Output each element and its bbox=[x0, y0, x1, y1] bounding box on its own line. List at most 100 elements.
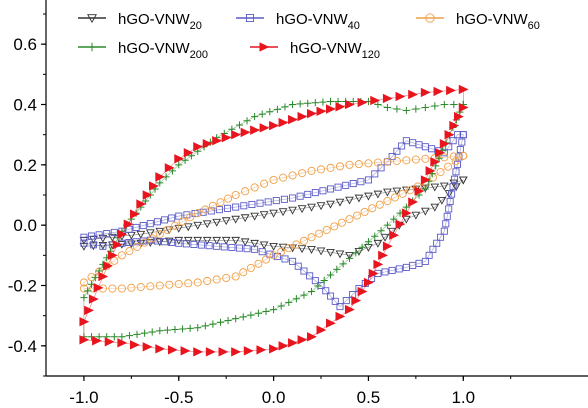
data-point bbox=[389, 230, 400, 240]
data-point bbox=[183, 223, 193, 232]
data-point bbox=[421, 257, 429, 265]
data-point bbox=[288, 114, 298, 125]
data-point bbox=[235, 121, 244, 129]
data-point bbox=[269, 344, 279, 354]
data-point bbox=[326, 200, 335, 209]
data-point bbox=[300, 291, 308, 299]
data-point bbox=[193, 236, 203, 245]
data-point bbox=[278, 117, 289, 128]
data-point bbox=[125, 239, 133, 247]
data-point bbox=[186, 324, 194, 332]
data-point bbox=[278, 341, 289, 351]
data-point bbox=[307, 108, 317, 119]
data-point bbox=[136, 199, 147, 209]
data-point bbox=[212, 218, 222, 227]
data-point bbox=[193, 142, 204, 152]
data-point bbox=[381, 268, 389, 276]
data-point bbox=[420, 207, 430, 216]
data-point bbox=[269, 251, 278, 260]
data-point bbox=[316, 106, 327, 116]
data-point bbox=[374, 100, 382, 109]
data-point bbox=[375, 200, 384, 209]
data-point bbox=[269, 209, 278, 218]
data-point bbox=[311, 189, 319, 197]
data-point bbox=[296, 100, 304, 108]
data-point bbox=[92, 336, 102, 346]
data-point bbox=[345, 254, 354, 262]
data-point bbox=[449, 152, 458, 161]
data-point bbox=[270, 306, 278, 314]
data-point bbox=[175, 161, 183, 169]
data-point bbox=[209, 320, 217, 328]
data-point bbox=[231, 190, 240, 200]
data-point bbox=[425, 166, 436, 176]
data-point bbox=[163, 225, 172, 235]
data-point bbox=[289, 194, 297, 202]
data-point bbox=[269, 175, 278, 184]
data-point bbox=[269, 120, 279, 131]
data-point bbox=[264, 198, 272, 206]
data-point bbox=[110, 333, 118, 341]
data-point bbox=[335, 311, 346, 322]
data-point bbox=[165, 280, 174, 289]
data-point bbox=[155, 344, 166, 354]
data-point bbox=[155, 281, 164, 290]
data-point bbox=[256, 199, 264, 207]
data-point bbox=[439, 182, 449, 191]
data-point bbox=[168, 214, 176, 222]
data-point bbox=[221, 133, 232, 143]
data-point bbox=[202, 220, 212, 229]
data-point bbox=[281, 255, 289, 263]
data-point bbox=[161, 238, 169, 246]
data-point bbox=[430, 203, 440, 212]
data-point bbox=[231, 129, 241, 140]
data-point bbox=[433, 239, 441, 247]
data-point bbox=[89, 241, 97, 249]
series-hgo-vnw-20 bbox=[79, 176, 468, 260]
data-point bbox=[99, 242, 107, 250]
y-tick-label: 0.2 bbox=[13, 156, 37, 175]
data-point bbox=[294, 262, 302, 270]
data-point bbox=[221, 217, 231, 226]
data-point bbox=[277, 302, 285, 310]
data-point bbox=[307, 203, 316, 212]
x-tick-label: -1.0 bbox=[69, 388, 98, 407]
data-point bbox=[402, 156, 411, 165]
data-point bbox=[110, 228, 118, 236]
data-point bbox=[250, 239, 260, 248]
data-point bbox=[342, 181, 350, 189]
data-point bbox=[319, 187, 327, 195]
data-point bbox=[364, 192, 373, 201]
data-point bbox=[250, 125, 260, 135]
data-point bbox=[300, 267, 308, 275]
data-point bbox=[354, 247, 364, 256]
data-point bbox=[212, 136, 223, 146]
data-point bbox=[281, 103, 289, 111]
data-point bbox=[316, 325, 327, 335]
data-point bbox=[333, 265, 341, 274]
data-point bbox=[212, 275, 221, 284]
data-point bbox=[360, 207, 369, 216]
data-point bbox=[103, 261, 113, 271]
data-point bbox=[107, 250, 118, 261]
data-point bbox=[132, 238, 140, 246]
data-point bbox=[444, 129, 455, 140]
data-point bbox=[178, 325, 187, 333]
data-point bbox=[326, 248, 335, 257]
data-point bbox=[326, 271, 335, 279]
data-point bbox=[251, 112, 259, 121]
data-point bbox=[326, 292, 335, 300]
data-point bbox=[193, 221, 203, 230]
data-point bbox=[288, 206, 297, 215]
data-point bbox=[140, 238, 149, 247]
data-point bbox=[437, 233, 445, 241]
data-point bbox=[296, 192, 304, 200]
series-hgo-vnw-60 bbox=[79, 151, 468, 293]
data-point bbox=[425, 251, 433, 259]
data-point bbox=[243, 346, 254, 356]
data-point bbox=[251, 245, 259, 253]
data-point bbox=[373, 190, 383, 199]
legend-item-40: hGO-VNW40 bbox=[236, 11, 360, 32]
data-point bbox=[80, 293, 88, 302]
data-point bbox=[420, 87, 431, 98]
